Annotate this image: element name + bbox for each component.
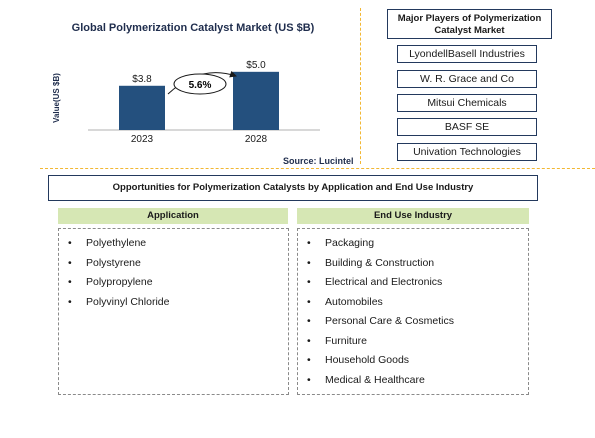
bar-2028 xyxy=(233,71,279,130)
list-item: • Polyvinyl Chloride xyxy=(59,295,288,315)
list-item-label: Packaging xyxy=(325,237,375,249)
bullet-icon: • xyxy=(68,295,72,308)
list-item: • Polyethylene xyxy=(59,236,288,256)
opportunities-banner: Opportunities for Polymerization Catalys… xyxy=(48,175,538,201)
bar-2023 xyxy=(119,85,165,130)
bar-value-label: $3.8 xyxy=(132,74,152,85)
chart-title: Global Polymerization Catalyst Market (U… xyxy=(71,22,315,34)
list-item-label: Furniture xyxy=(325,334,368,347)
player-box: BASF SE xyxy=(397,118,537,136)
bullet-icon: • xyxy=(68,276,72,288)
end-use-list: • Packaging • Building & Construction • Ele… xyxy=(298,229,528,392)
player-box: Mitsui Chemicals xyxy=(397,94,537,112)
vertical-divider xyxy=(360,8,361,164)
bullet-icon: • xyxy=(307,334,311,347)
horizontal-divider xyxy=(40,168,595,169)
list-item-label: Household Goods xyxy=(325,354,410,366)
source-note: Source: Lucintel xyxy=(283,156,354,166)
player-box: Univation Technologies xyxy=(397,143,537,161)
list-item-label: Electrical and Electronics xyxy=(325,276,443,288)
list-item: • Personal Care & Cosmetics xyxy=(298,314,528,334)
bullet-icon: • xyxy=(68,237,72,249)
bullet-icon: • xyxy=(307,237,311,249)
application-header: Application xyxy=(58,208,288,224)
application-list: • Polyethylene • Polystyrene • Polypropylen… xyxy=(59,229,288,314)
list-item: • Polystyrene xyxy=(59,256,288,276)
list-item-label: Building & Construction xyxy=(325,256,435,269)
bullet-icon: • xyxy=(307,276,311,288)
list-item-label: Polyethylene xyxy=(86,237,147,249)
application-panel: • Polyethylene • Polystyrene • Polypropylen… xyxy=(58,228,289,395)
list-item: • Electrical and Electronics xyxy=(298,275,528,295)
list-item-label: Polystyrene xyxy=(86,256,141,269)
list-item: • Furniture xyxy=(298,334,528,354)
growth-ellipse xyxy=(173,73,227,95)
player-box: W. R. Grace and Co xyxy=(397,70,537,88)
players-header: Major Players of Polymerization Catalyst… xyxy=(387,9,552,39)
growth-label: 5.6% xyxy=(189,80,212,91)
list-item-label: Personal Care & Cosmetics xyxy=(325,315,454,327)
list-item: • Building & Construction xyxy=(298,256,528,276)
end-use-header: End Use Industry xyxy=(297,208,529,224)
bar-value-label: $5.0 xyxy=(246,60,266,71)
list-item: • Household Goods xyxy=(298,353,528,373)
list-item: • Polypropylene xyxy=(59,275,288,295)
list-item: • Medical & Healthcare xyxy=(298,373,528,393)
end-use-panel: • Packaging • Building & Construction • Ele… xyxy=(297,228,529,395)
bullet-icon: • xyxy=(307,373,311,386)
player-box: LyondellBasell Industries xyxy=(397,45,537,63)
bullet-icon: • xyxy=(307,256,311,269)
list-item: • Packaging xyxy=(298,236,528,256)
list-item-label: Polyvinyl Chloride xyxy=(86,295,170,308)
list-item: • Automobiles xyxy=(298,295,528,315)
bullet-icon: • xyxy=(68,256,72,269)
list-item-label: Polypropylene xyxy=(86,276,153,288)
bar-chart: $3.8 2023 $5.0 2028 5.6% xyxy=(88,60,320,145)
list-item-label: Medical & Healthcare xyxy=(325,373,425,386)
bullet-icon: • xyxy=(307,354,311,366)
bullet-icon: • xyxy=(307,295,311,308)
x-tick-label: 2023 xyxy=(131,134,154,145)
x-tick-label: 2028 xyxy=(245,134,268,145)
list-item-label: Automobiles xyxy=(325,295,383,308)
bullet-icon: • xyxy=(307,315,311,327)
